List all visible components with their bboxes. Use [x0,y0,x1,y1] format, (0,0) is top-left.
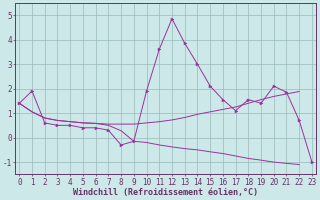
X-axis label: Windchill (Refroidissement éolien,°C): Windchill (Refroidissement éolien,°C) [73,188,258,197]
